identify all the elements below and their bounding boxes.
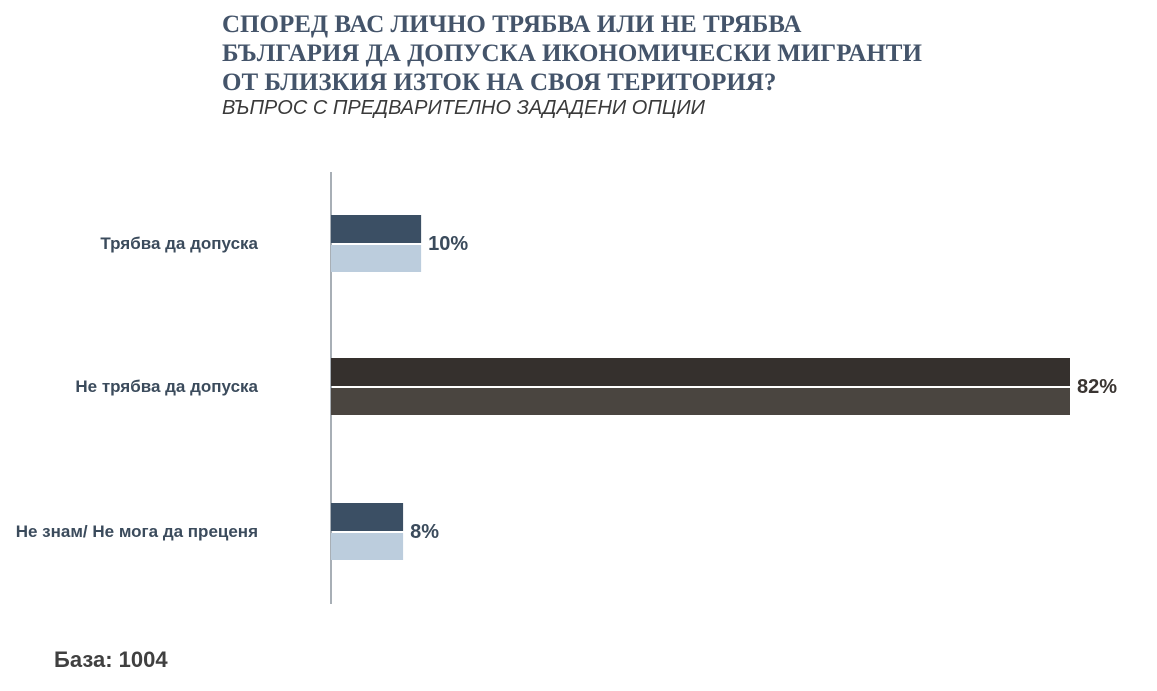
bar-1-lower bbox=[331, 388, 1070, 415]
chart-subtitle: ВЪПРОС С ПРЕДВАРИТЕЛНО ЗАДАДЕНИ ОПЦИИ bbox=[222, 97, 705, 119]
bar-2-upper bbox=[331, 503, 404, 531]
category-labels-group: Трябва да допуска Не трябва да допуска Не … bbox=[16, 234, 259, 541]
value-label: 82% bbox=[1077, 376, 1117, 398]
bar-0-upper bbox=[331, 215, 422, 243]
value-label: 10% bbox=[428, 233, 468, 255]
bar-0-lower bbox=[331, 245, 422, 272]
category-label: Не знам/ Не мога да преценя bbox=[16, 522, 258, 541]
category-label: Не трябва да допуска bbox=[75, 377, 258, 396]
chart-title: СПОРЕД ВАС ЛИЧНО ТРЯБВА ИЛИ НЕ ТРЯБВА БЪ… bbox=[222, 11, 922, 96]
base-note: База: 1004 bbox=[54, 647, 168, 672]
bars-group bbox=[331, 215, 1070, 560]
bar-1-upper bbox=[331, 358, 1070, 386]
bar-2-lower bbox=[331, 533, 404, 560]
value-labels-group: 10% 82% 8% bbox=[410, 233, 1117, 543]
category-label: Трябва да допуска bbox=[100, 234, 258, 253]
value-label: 8% bbox=[410, 521, 439, 543]
